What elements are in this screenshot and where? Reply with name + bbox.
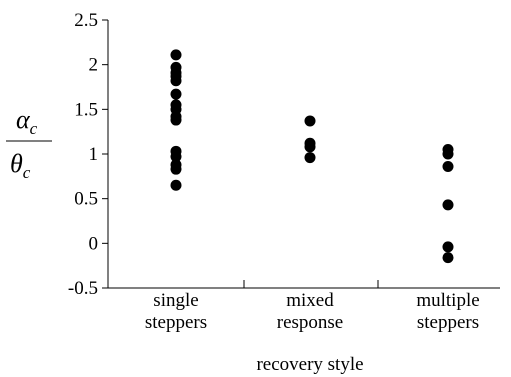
theta-symbol: θ [10,149,23,178]
x-ticks [243,280,379,288]
x-category-label: multiple [416,290,479,311]
y-tick-label: 2.5 [74,10,98,31]
data-point [170,163,182,175]
y-label-denominator: θc [10,149,31,182]
alpha-subscript: c [30,119,38,138]
y-label-numerator: αc [16,105,38,138]
data-point [170,114,182,126]
y-axis: 2.5 2 1.5 1 0.5 0 -0.5 [68,10,109,299]
data-point [170,49,182,61]
data-point [304,115,316,127]
data-point [442,252,454,264]
y-ticks: 2.5 2 1.5 1 0.5 0 -0.5 [68,10,108,299]
y-tick-label: 1.5 [74,99,98,120]
data-point [442,199,454,211]
y-tick-label: 0 [89,233,99,254]
data-point [304,141,316,153]
x-axis-title: recovery style [256,354,363,375]
x-category-label: mixed [286,290,334,311]
data-point [442,241,454,253]
y-tick-label: 2 [89,55,99,76]
y-axis-title: αc θc [6,105,52,182]
y-tick-label: 0.5 [74,189,98,210]
x-category-labels: singlesteppersmixedresponsemultiplestepp… [145,290,480,333]
data-point [170,75,182,87]
data-point [170,151,182,163]
x-category-label: response [277,312,343,333]
data-point [442,148,454,160]
y-tick-label: -0.5 [68,278,98,299]
y-tick-label: 1 [89,144,99,165]
x-category-label: steppers [417,312,479,333]
data-point [304,152,316,164]
data-point [170,179,182,191]
x-axis: singlesteppersmixedresponsemultiplestepp… [108,280,500,333]
x-category-label: steppers [145,312,207,333]
x-category-label: single [153,290,198,311]
data-point [442,161,454,173]
theta-subscript: c [23,163,31,182]
data-points [170,49,454,264]
alpha-symbol: α [16,105,31,134]
data-point [170,88,182,100]
